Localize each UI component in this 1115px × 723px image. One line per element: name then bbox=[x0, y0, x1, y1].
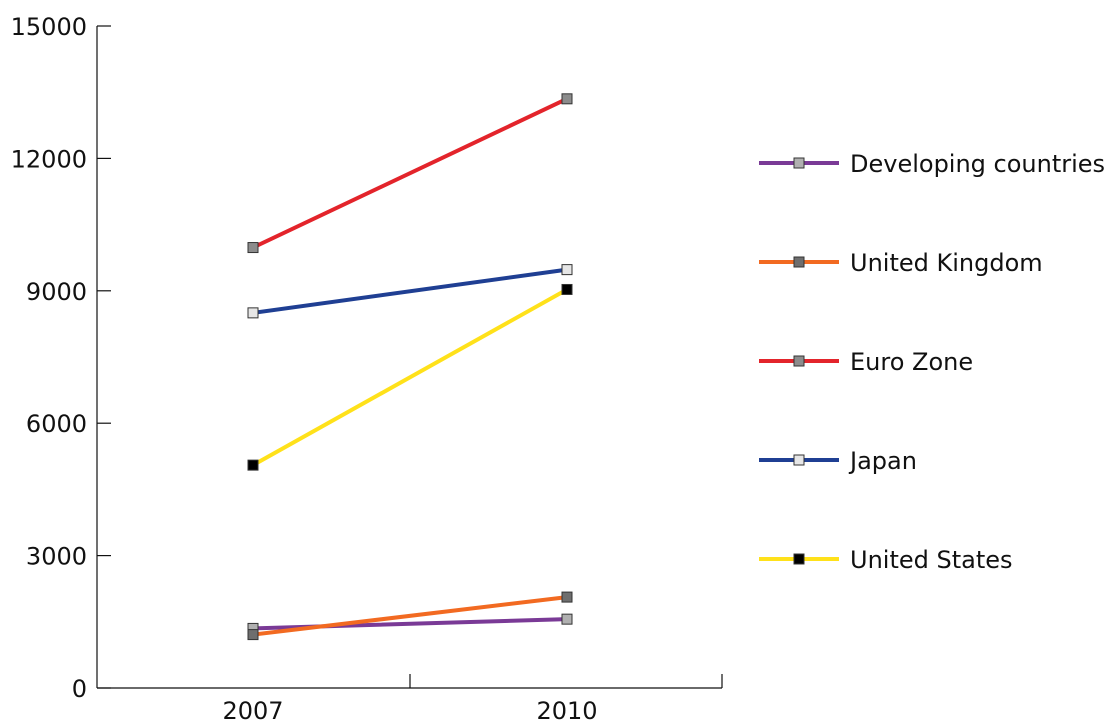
y-tick-label: 12000 bbox=[11, 145, 87, 173]
series-line bbox=[251, 96, 569, 250]
legend-item: United Kingdom bbox=[759, 249, 1043, 277]
legend: Developing countries United Kingdom Euro Z… bbox=[759, 150, 1105, 574]
legend-item: Euro Zone bbox=[759, 348, 973, 376]
data-point-marker bbox=[247, 242, 259, 254]
legend-swatch-marker bbox=[793, 256, 805, 268]
x-axis-ticks: 2007 2010 bbox=[222, 674, 723, 723]
data-point-marker bbox=[561, 264, 573, 276]
y-tick-label: 6000 bbox=[26, 410, 87, 438]
y-tick-label: 0 bbox=[72, 675, 87, 703]
data-point-marker bbox=[247, 629, 259, 641]
legend-item: Developing countries bbox=[759, 150, 1105, 178]
series-line bbox=[251, 595, 569, 637]
legend-label: Euro Zone bbox=[850, 348, 973, 376]
legend-swatch-marker bbox=[793, 355, 805, 367]
series-line bbox=[251, 267, 569, 315]
x-tick-label: 2010 bbox=[536, 697, 597, 723]
y-tick-label: 9000 bbox=[26, 278, 87, 306]
data-point-marker bbox=[561, 93, 573, 105]
legend-label: United States bbox=[850, 546, 1013, 574]
data-point-marker bbox=[561, 591, 573, 603]
data-point-marker bbox=[561, 283, 573, 295]
series-group bbox=[247, 93, 573, 641]
y-axis-ticks: 0 3000 6000 9000 12000 15000 bbox=[11, 13, 111, 703]
axes bbox=[96, 26, 722, 689]
data-point-marker bbox=[247, 307, 259, 319]
legend-label: United Kingdom bbox=[850, 249, 1043, 277]
data-point-marker bbox=[561, 613, 573, 625]
legend-swatch-marker bbox=[793, 157, 805, 169]
legend-label: Developing countries bbox=[850, 150, 1105, 178]
legend-swatch-marker bbox=[793, 553, 805, 565]
series-united-states bbox=[247, 283, 573, 471]
legend-item: Japan bbox=[759, 447, 917, 475]
x-tick-label: 2007 bbox=[222, 697, 283, 723]
series-line bbox=[251, 287, 569, 468]
data-point-marker bbox=[247, 459, 259, 471]
legend-swatch-marker bbox=[793, 454, 805, 466]
series-japan bbox=[247, 264, 573, 319]
legend-item: United States bbox=[759, 546, 1013, 574]
y-tick-label: 3000 bbox=[26, 543, 87, 571]
y-tick-label: 15000 bbox=[11, 13, 87, 41]
legend-label: Japan bbox=[848, 447, 917, 475]
series-united-kingdom bbox=[247, 591, 573, 641]
series-euro-zone bbox=[247, 93, 573, 254]
